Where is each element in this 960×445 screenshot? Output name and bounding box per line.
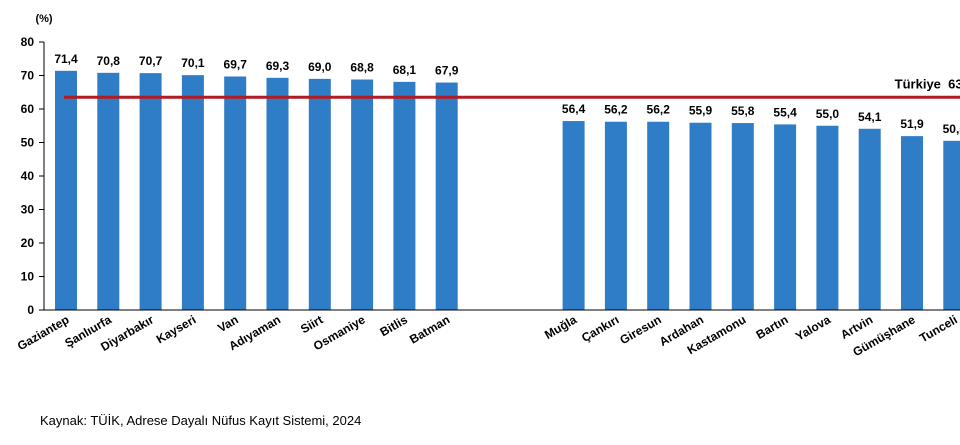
bar (774, 124, 797, 310)
bar-value-label: 50,5 (943, 122, 960, 136)
category-label: Batman (407, 312, 452, 346)
y-tick-label: 50 (21, 136, 35, 150)
bar-value-label: 70,7 (139, 54, 163, 68)
bar (816, 125, 839, 310)
bar (308, 78, 331, 310)
category-label: Kayseri (154, 312, 199, 346)
bar-value-label: 56,2 (604, 103, 628, 117)
y-tick-label: 60 (21, 102, 35, 116)
bar-value-label: 68,1 (393, 63, 417, 77)
category-label: Muğla (542, 312, 579, 342)
bar-value-label: 55,9 (689, 104, 713, 118)
bar (55, 70, 77, 310)
category-label: Bitlis (377, 312, 410, 339)
category-label: Tunceli (917, 312, 960, 345)
bar-value-label: 70,8 (97, 54, 121, 68)
bar-value-label: 55,4 (773, 105, 797, 119)
source-note: Kaynak: TÜİK, Adrese Dayalı Nüfus Kayıt … (40, 413, 362, 428)
category-label: Van (215, 312, 240, 335)
bar (647, 121, 670, 310)
bar-value-label: 54,1 (858, 110, 882, 124)
bar (943, 140, 960, 310)
y-tick-label: 70 (21, 69, 35, 83)
bar (689, 122, 712, 310)
bar-value-label: 71,4 (54, 52, 78, 66)
bar (351, 79, 374, 311)
bar (181, 75, 204, 310)
bar (139, 73, 162, 310)
bar-value-label: 68,8 (350, 61, 374, 75)
y-tick-label: 0 (27, 303, 34, 317)
category-label: Yalova (793, 312, 833, 343)
bar-value-label: 67,9 (435, 64, 459, 78)
bar-value-label: 55,0 (816, 107, 840, 121)
y-tick-label: 10 (21, 270, 35, 284)
bar (435, 82, 458, 310)
category-label: Çankırı (579, 312, 621, 344)
bar-value-label: 56,4 (562, 102, 586, 116)
bar-value-label: 69,3 (266, 59, 290, 73)
reference-line-label: Türkiye 63,5 (895, 76, 960, 91)
bar-value-label: 51,9 (900, 117, 924, 131)
y-tick-label: 20 (21, 236, 35, 250)
y-tick-label: 40 (21, 169, 35, 183)
bar-value-label: 56,2 (647, 103, 671, 117)
y-tick-label: 80 (21, 35, 35, 49)
bar (224, 76, 247, 310)
bar (731, 123, 754, 310)
bar (858, 128, 881, 310)
category-label: Siirt (298, 312, 325, 336)
bar-value-label: 69,7 (224, 58, 248, 72)
bar-value-label: 55,8 (731, 104, 755, 118)
category-label: Gaziantep (15, 312, 72, 353)
category-label: Giresun (617, 312, 663, 347)
bar-value-label: 70,1 (181, 56, 205, 70)
bar-value-label: 69,0 (308, 60, 332, 74)
bar (97, 72, 120, 310)
y-axis-unit-label: (%) (35, 13, 52, 25)
category-label: Bartın (754, 312, 791, 341)
bar (393, 81, 416, 311)
bar (266, 77, 289, 310)
bar (901, 136, 923, 310)
bar (562, 121, 585, 310)
bar (604, 121, 627, 310)
y-tick-label: 30 (21, 203, 35, 217)
